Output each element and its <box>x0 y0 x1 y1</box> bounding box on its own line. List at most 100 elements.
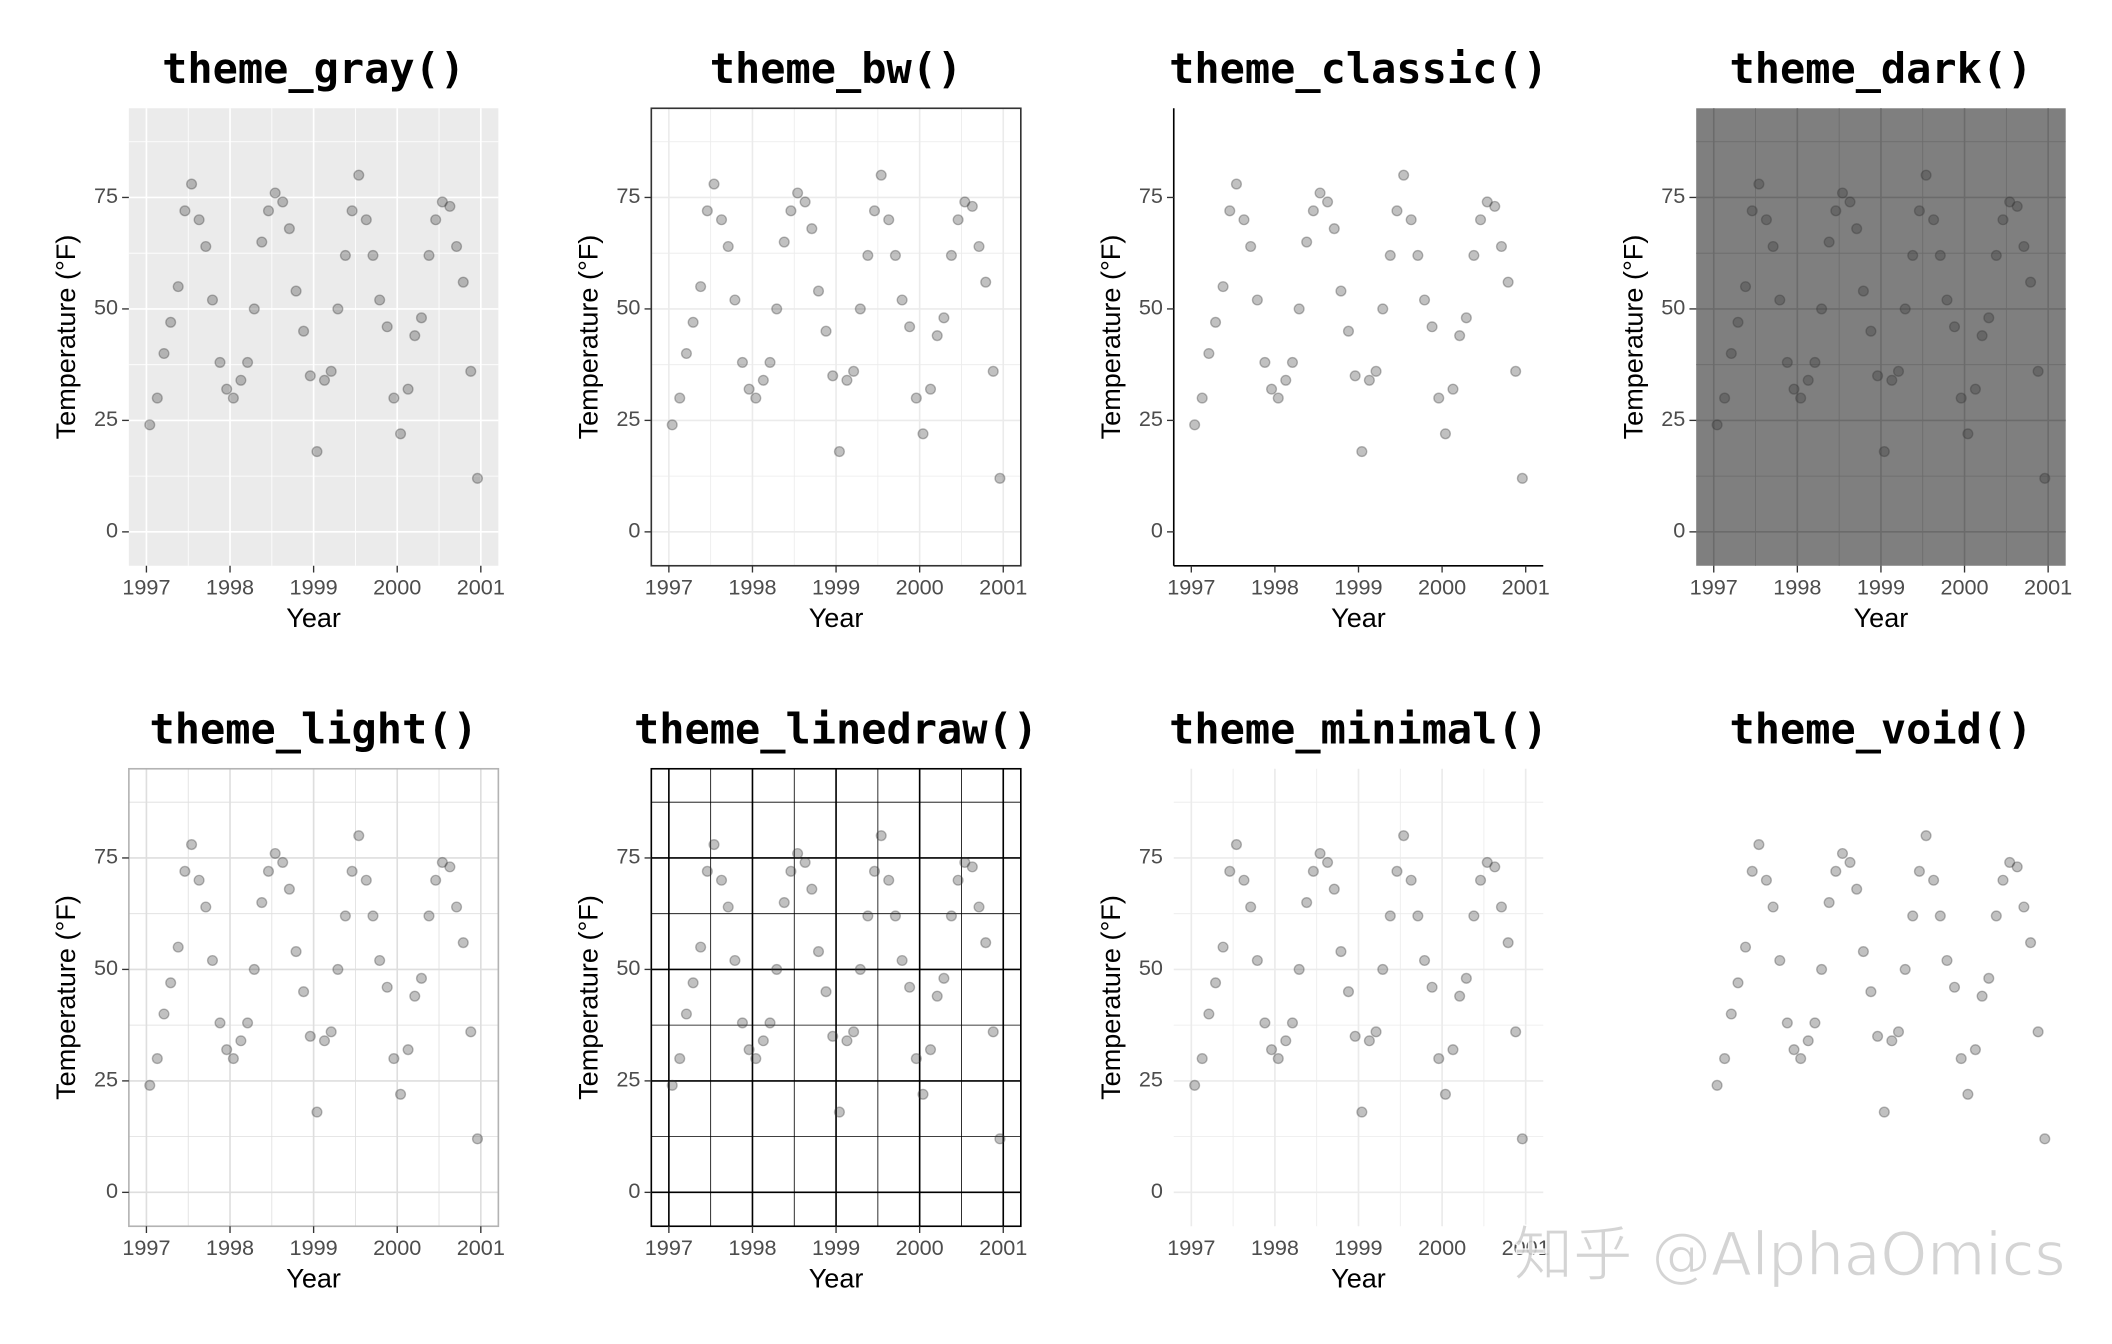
panel-border <box>650 767 1022 1228</box>
y-tick-label: 25 <box>616 1067 640 1092</box>
point <box>1990 910 2002 922</box>
point <box>1920 169 1932 181</box>
point <box>987 365 999 377</box>
point <box>1405 214 1417 226</box>
point <box>792 187 804 199</box>
point <box>896 294 908 306</box>
point <box>924 1044 937 1056</box>
point <box>1349 370 1361 382</box>
y-tick-label: 0 <box>628 518 640 543</box>
point <box>848 1026 860 1038</box>
x-tick-label: 1998 <box>206 574 254 599</box>
x-tick-label: 2000 <box>1418 574 1466 599</box>
y-tick-label: 0 <box>1673 518 1685 543</box>
y-axis-title: Temperature (°F) <box>51 235 81 440</box>
point <box>1795 392 1807 404</box>
point <box>1259 1017 1271 1029</box>
point <box>165 977 177 989</box>
point <box>973 240 985 253</box>
x-tick-label: 2001 <box>979 574 1027 599</box>
point <box>841 374 853 386</box>
point <box>743 1044 755 1056</box>
point <box>332 303 344 315</box>
panel: theme_bw() 1997 1998 1999 2000 2001 0 25 50 75 Yea… <box>574 44 1028 633</box>
point <box>1962 428 1974 440</box>
y-tick-label: 75 <box>616 844 640 869</box>
point <box>471 472 484 484</box>
point <box>1802 1035 1814 1047</box>
point <box>1892 365 1905 377</box>
panel-background <box>1696 768 2066 1227</box>
point <box>374 294 386 306</box>
point <box>1460 312 1472 324</box>
point <box>298 325 310 337</box>
point <box>1439 428 1451 440</box>
point <box>151 392 163 404</box>
point <box>729 294 741 306</box>
point <box>1767 901 1779 913</box>
point <box>883 214 895 226</box>
point <box>1516 472 1528 484</box>
point <box>1502 276 1514 288</box>
point <box>1489 200 1501 212</box>
point <box>1836 187 1849 199</box>
point <box>966 861 978 873</box>
point <box>785 205 797 217</box>
point <box>325 1026 337 1038</box>
y-tick-label: 25 <box>616 406 640 431</box>
point <box>1746 205 1758 217</box>
point <box>1217 281 1229 293</box>
point <box>1335 285 1347 297</box>
point <box>283 223 295 235</box>
point <box>290 285 302 297</box>
point <box>1426 321 1438 333</box>
point <box>973 901 985 913</box>
point <box>2004 856 2016 868</box>
point <box>1328 883 1340 895</box>
point <box>193 874 205 886</box>
x-tick-label: 1997 <box>122 574 170 599</box>
point <box>200 901 212 913</box>
point <box>395 1088 407 1100</box>
y-tick-label: 75 <box>1139 844 1163 869</box>
point <box>833 1106 845 1118</box>
point <box>1189 1079 1201 1091</box>
point <box>1816 303 1828 315</box>
point <box>1809 356 1821 368</box>
point <box>1739 941 1752 953</box>
point <box>1725 1008 1737 1020</box>
point <box>1774 954 1786 967</box>
watermark: 知乎 @AlphaOmics <box>1513 1221 2065 1290</box>
point <box>1913 205 1925 217</box>
point <box>430 874 442 886</box>
point <box>451 240 463 253</box>
point <box>757 374 769 386</box>
point <box>1976 990 1988 1002</box>
x-axis-title: Year <box>1331 603 1386 633</box>
point <box>792 847 804 860</box>
point <box>1391 865 1403 877</box>
x-tick-label: 2001 <box>457 574 505 599</box>
point <box>1934 910 1946 922</box>
x-tick-label: 1999 <box>290 1235 338 1260</box>
point <box>799 856 811 868</box>
x-tick-label: 2001 <box>2024 574 2072 599</box>
point <box>409 990 421 1002</box>
point <box>1293 963 1305 975</box>
point <box>1335 946 1347 958</box>
point <box>1816 963 1828 975</box>
point <box>812 285 825 297</box>
point <box>1377 303 1389 315</box>
point <box>1969 383 1981 395</box>
point <box>1941 294 1953 306</box>
point <box>1468 249 1480 261</box>
panel-title: theme_minimal() <box>1169 705 1548 754</box>
point <box>1857 946 1869 958</box>
point <box>841 1035 853 1047</box>
point <box>868 865 881 877</box>
point <box>1844 196 1856 208</box>
point <box>1865 325 1877 337</box>
point <box>1203 347 1215 360</box>
point <box>1983 312 1995 324</box>
point <box>715 874 728 886</box>
